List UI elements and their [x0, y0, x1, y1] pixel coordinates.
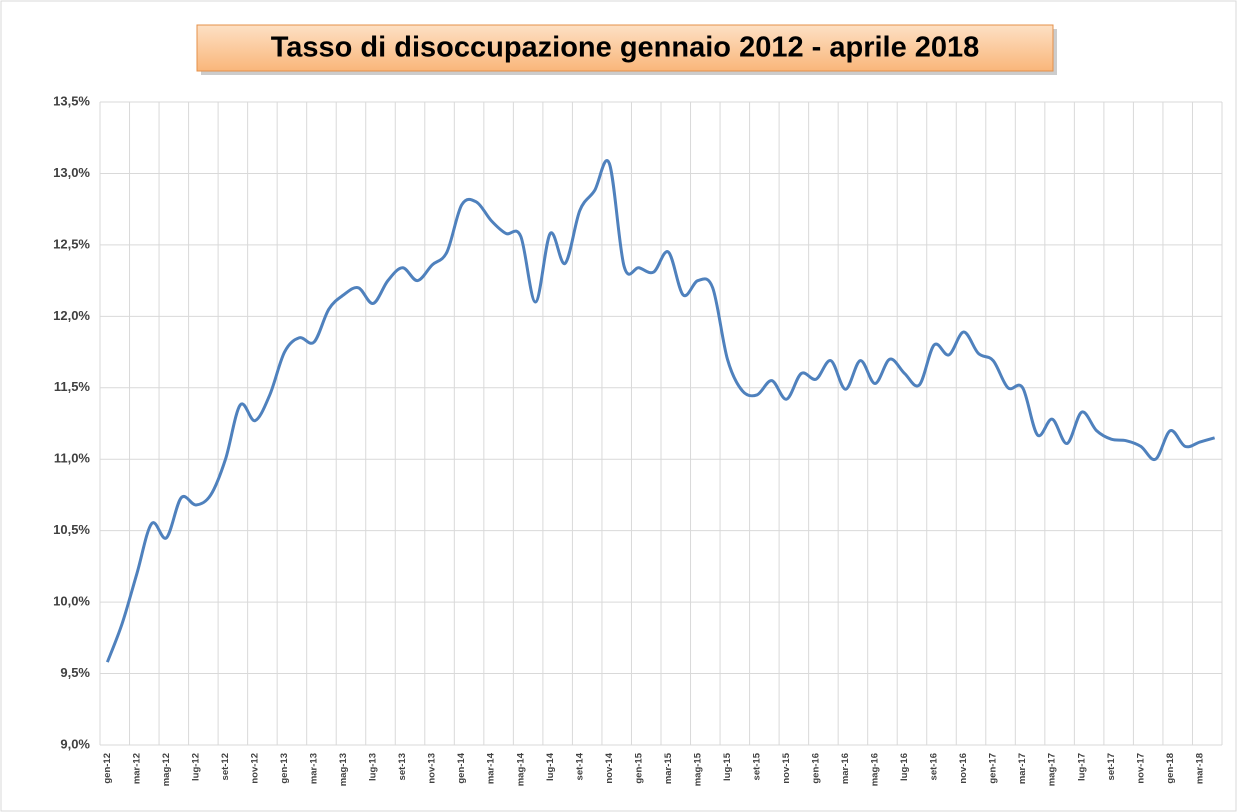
series-line — [105, 159, 1216, 663]
x-tick-label: nov-14 — [604, 752, 615, 783]
y-tick-label: 9,5% — [60, 665, 90, 680]
x-tick-label: mag-13 — [338, 753, 349, 786]
x-tick-label: set-13 — [397, 753, 408, 780]
x-tick-label: gen-17 — [988, 753, 999, 784]
x-tick-label: set-17 — [1106, 753, 1117, 780]
chart-title: Tasso di disoccupazione gennaio 2012 - a… — [271, 32, 980, 64]
title-box — [196, 24, 1054, 72]
x-tick-label: gen-13 — [279, 753, 290, 784]
x-tick-label: nov-13 — [427, 753, 438, 784]
x-tick-label: mar-16 — [840, 753, 851, 784]
y-tick-label: 11,0% — [54, 451, 91, 466]
x-tick-label: gen-16 — [811, 753, 822, 784]
y-tick-label: 12,0% — [53, 308, 90, 323]
x-tick-label: mag-14 — [515, 752, 526, 786]
x-tick-label: set-15 — [751, 752, 762, 780]
y-tick-label: 10,5% — [53, 522, 90, 537]
x-tick-label: nov-17 — [1135, 753, 1146, 784]
x-tick-label: mar-12 — [131, 753, 142, 784]
y-tick-label: 12,5% — [53, 236, 90, 251]
y-tick-label: 11,5% — [54, 379, 91, 394]
x-tick-label: mar-18 — [1194, 753, 1205, 784]
y-tick-label: 10,0% — [53, 594, 90, 609]
x-tick-label: lug-16 — [899, 753, 910, 781]
x-tick-label: mar-13 — [309, 753, 320, 784]
x-tick-label: nov-12 — [250, 753, 261, 784]
x-tick-label: lug-14 — [545, 752, 556, 781]
x-tick-label: lug-13 — [368, 753, 379, 781]
y-tick-label: 13,5% — [53, 93, 90, 108]
x-tick-label: gen-12 — [102, 753, 113, 784]
x-tick-label: lug-12 — [190, 753, 201, 781]
x-tick-label: set-14 — [574, 752, 585, 780]
x-tick-label: gen-18 — [1165, 753, 1176, 784]
y-tick-label: 13,0% — [53, 165, 90, 180]
x-tick-label: lug-15 — [722, 752, 733, 781]
x-tick-label: set-16 — [929, 753, 940, 780]
x-tick-label: set-12 — [220, 753, 231, 780]
x-tick-label: mar-15 — [663, 752, 674, 784]
x-tick-label: mag-17 — [1047, 753, 1058, 786]
x-tick-label: mar-17 — [1017, 753, 1028, 784]
x-tick-label: mar-14 — [486, 752, 497, 784]
x-tick-label: mag-12 — [161, 753, 172, 786]
x-tick-label: mag-15 — [692, 752, 703, 786]
x-tick-label: nov-15 — [781, 752, 792, 783]
x-tick-label: gen-14 — [456, 752, 467, 783]
x-tick-label: mag-16 — [870, 753, 881, 786]
x-tick-label: gen-15 — [633, 752, 644, 783]
y-tick-label: 9,0% — [60, 736, 90, 751]
x-tick-label: nov-16 — [958, 753, 969, 784]
x-tick-label: lug-17 — [1076, 753, 1087, 781]
